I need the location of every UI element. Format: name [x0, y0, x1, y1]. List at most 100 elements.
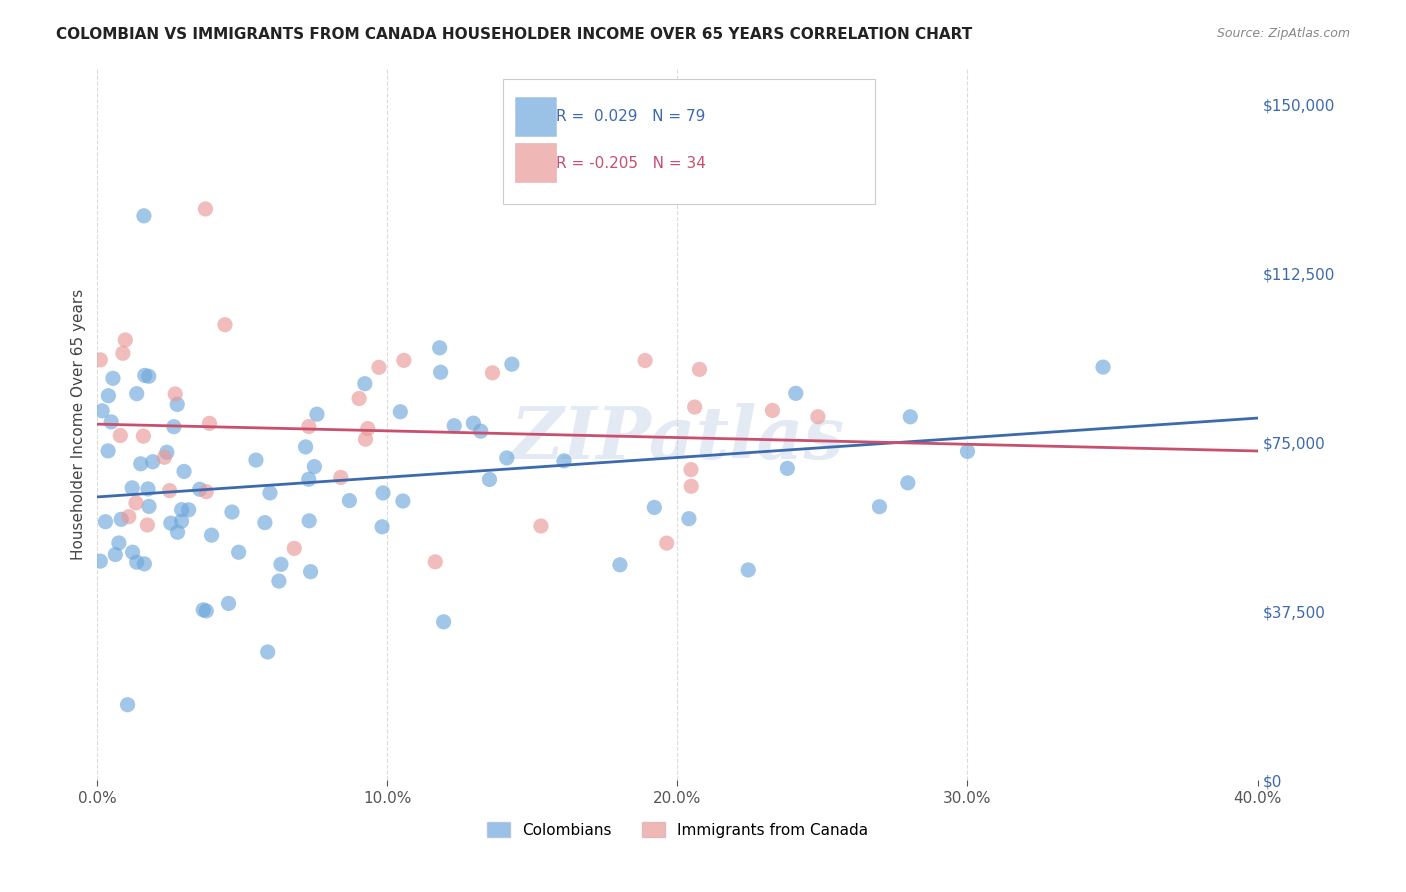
- Point: [198, 417, 221, 431]
- Point: [156, 445, 179, 459]
- Point: [371, 520, 394, 534]
- Point: [898, 409, 921, 424]
- Point: [125, 555, 148, 569]
- Point: [304, 459, 326, 474]
- Point: [195, 484, 218, 499]
- Point: [956, 444, 979, 458]
- Point: [807, 409, 830, 424]
- Point: [267, 574, 290, 588]
- Point: [153, 450, 176, 465]
- Point: [94, 515, 117, 529]
- Point: [165, 387, 187, 401]
- Point: [163, 419, 186, 434]
- Point: [125, 386, 148, 401]
- Point: [218, 596, 240, 610]
- Point: [104, 548, 127, 562]
- Point: [121, 545, 143, 559]
- Text: COLOMBIAN VS IMMIGRANTS FROM CANADA HOUSEHOLDER INCOME OVER 65 YEARS CORRELATION: COLOMBIAN VS IMMIGRANTS FROM CANADA HOUS…: [56, 27, 973, 42]
- Point: [623, 187, 645, 202]
- Point: [121, 481, 143, 495]
- Point: [897, 475, 920, 490]
- Point: [214, 318, 236, 332]
- Point: [253, 516, 276, 530]
- Point: [159, 483, 181, 498]
- Point: [339, 493, 361, 508]
- Point: [776, 461, 799, 475]
- Point: [353, 376, 375, 391]
- Point: [89, 554, 111, 568]
- Point: [270, 558, 292, 572]
- Point: [132, 209, 155, 223]
- Point: [245, 453, 267, 467]
- Y-axis label: Householder Income Over 65 years: Householder Income Over 65 years: [72, 289, 86, 560]
- Point: [134, 368, 156, 383]
- Point: [177, 503, 200, 517]
- Point: [481, 366, 503, 380]
- Point: [256, 645, 278, 659]
- Point: [129, 457, 152, 471]
- Point: [118, 509, 141, 524]
- Point: [392, 494, 415, 508]
- Point: [392, 353, 415, 368]
- Point: [108, 536, 131, 550]
- Point: [785, 386, 807, 401]
- Point: [634, 353, 657, 368]
- Legend: Colombians, Immigrants from Canada: Colombians, Immigrants from Canada: [481, 815, 875, 844]
- Point: [136, 518, 159, 533]
- FancyBboxPatch shape: [503, 79, 875, 203]
- Point: [357, 421, 380, 435]
- Point: [193, 603, 215, 617]
- Point: [530, 519, 553, 533]
- Point: [136, 482, 159, 496]
- Point: [138, 369, 160, 384]
- Point: [429, 341, 451, 355]
- Point: [159, 516, 181, 530]
- Point: [142, 455, 165, 469]
- Point: [433, 615, 456, 629]
- Point: [683, 400, 706, 414]
- Point: [655, 536, 678, 550]
- Point: [609, 558, 631, 572]
- Point: [553, 454, 575, 468]
- Point: [495, 450, 517, 465]
- Point: [470, 424, 492, 438]
- Point: [195, 604, 218, 618]
- Text: Source: ZipAtlas.com: Source: ZipAtlas.com: [1216, 27, 1350, 40]
- Text: R = -0.205   N = 34: R = -0.205 N = 34: [555, 156, 706, 170]
- Point: [100, 415, 122, 429]
- Point: [371, 486, 394, 500]
- Point: [221, 505, 243, 519]
- Text: ZIPatlas: ZIPatlas: [510, 403, 845, 475]
- Point: [347, 392, 370, 406]
- Point: [97, 389, 120, 403]
- Point: [478, 472, 501, 486]
- Point: [188, 483, 211, 497]
- Point: [737, 563, 759, 577]
- Point: [329, 470, 352, 484]
- Point: [170, 514, 193, 528]
- Point: [166, 525, 188, 540]
- Point: [283, 541, 305, 556]
- Point: [643, 500, 665, 515]
- Point: [166, 397, 188, 411]
- Point: [173, 464, 195, 478]
- Point: [138, 500, 160, 514]
- Point: [132, 429, 155, 443]
- Point: [114, 333, 136, 347]
- Point: [761, 403, 783, 417]
- Point: [298, 514, 321, 528]
- Point: [110, 512, 132, 526]
- Point: [89, 352, 111, 367]
- Point: [354, 432, 377, 446]
- Point: [259, 486, 281, 500]
- Point: [679, 462, 702, 476]
- Point: [298, 419, 321, 434]
- Point: [1092, 360, 1115, 375]
- Point: [294, 440, 316, 454]
- Point: [869, 500, 891, 514]
- Point: [170, 502, 193, 516]
- Point: [91, 404, 114, 418]
- Point: [117, 698, 139, 712]
- Point: [429, 365, 451, 379]
- Point: [425, 555, 447, 569]
